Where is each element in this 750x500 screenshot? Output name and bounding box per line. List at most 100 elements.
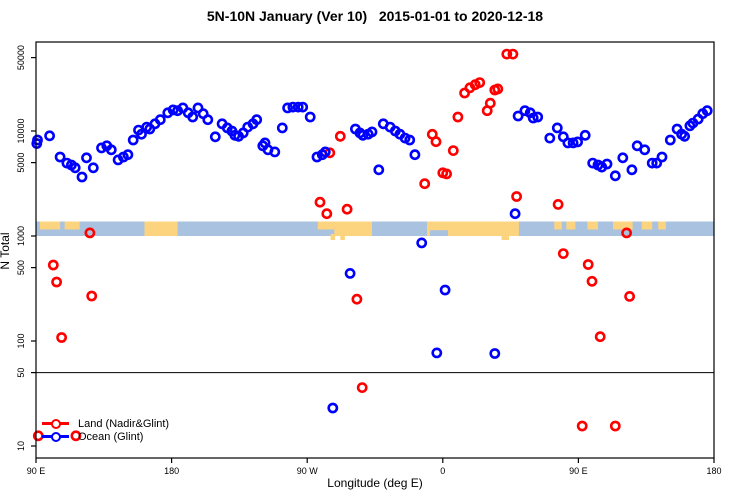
data-point <box>351 293 363 305</box>
data-point <box>276 122 288 134</box>
data-point <box>44 130 55 142</box>
data-point <box>319 146 331 158</box>
data-point <box>282 102 293 114</box>
data-point <box>32 134 43 146</box>
x-axis-title: Longitude (deg E) <box>327 476 423 490</box>
data-point <box>579 129 591 141</box>
data-point <box>617 152 629 164</box>
x-tick-label: 180 <box>706 466 721 476</box>
data-point <box>416 237 428 249</box>
data-point <box>287 101 299 113</box>
map-band-land-patch <box>144 221 178 236</box>
data-point <box>136 128 147 140</box>
data-point <box>96 142 107 154</box>
x-tick-label: 90 W <box>297 466 319 476</box>
map-band-land-patch <box>613 221 633 230</box>
data-point <box>76 171 88 183</box>
data-point <box>87 162 99 174</box>
data-point <box>202 114 214 126</box>
data-point <box>512 110 524 122</box>
map-band-land-patch <box>554 221 562 230</box>
map-band-land-drip <box>501 234 510 240</box>
data-point <box>552 198 564 210</box>
data-point <box>84 227 96 239</box>
data-point <box>69 162 81 174</box>
data-point <box>557 248 569 259</box>
plot-frame <box>35 41 715 459</box>
data-point <box>646 157 658 169</box>
y-tick-label: 1000 <box>16 226 26 246</box>
data-point <box>431 347 443 359</box>
y-axis-title: N Total <box>0 232 12 269</box>
map-band-land-drip <box>330 234 336 240</box>
x-tick-label: 90 E <box>27 466 46 476</box>
y-tick-label: 50 <box>16 368 26 378</box>
map-band-land-patch <box>426 221 519 236</box>
data-point <box>586 275 598 287</box>
data-point <box>492 83 504 95</box>
data-point <box>357 129 369 141</box>
data-point <box>511 191 522 202</box>
data-point <box>532 111 544 123</box>
map-band-ocean-notch <box>429 230 449 236</box>
data-point <box>292 101 304 113</box>
data-point <box>609 170 621 182</box>
data-point <box>562 137 574 149</box>
x-tick-label: 0 <box>440 466 445 476</box>
data-point <box>452 111 464 123</box>
data-point <box>327 402 339 414</box>
data-point <box>567 137 579 149</box>
legend-marker-icon <box>42 418 69 429</box>
legend-label: Ocean (Glint) <box>78 430 144 443</box>
data-point <box>639 144 651 156</box>
map-band-land-patch <box>658 221 666 230</box>
chart-title: 5N-10N January (Ver 10) 2015-01-01 to 20… <box>206 8 544 24</box>
data-point <box>70 430 82 442</box>
legend-ring-icon <box>50 418 61 429</box>
data-point <box>334 130 346 142</box>
data-point <box>527 112 539 124</box>
data-point <box>321 208 333 220</box>
data-point <box>314 196 326 208</box>
data-point <box>122 149 134 161</box>
data-point <box>341 203 353 215</box>
data-point <box>56 332 67 343</box>
map-band-land-drip <box>340 234 345 240</box>
map-band-land-patch <box>317 221 338 230</box>
data-point <box>127 134 139 146</box>
data-point <box>507 48 519 60</box>
data-point <box>544 132 556 144</box>
data-point <box>587 157 599 169</box>
data-point <box>624 290 635 302</box>
data-point <box>447 145 459 156</box>
data-point <box>297 101 309 113</box>
data-point <box>621 227 632 239</box>
data-point <box>269 146 281 158</box>
data-point <box>582 259 594 270</box>
map-band-land-patch <box>587 221 598 230</box>
data-point <box>192 102 204 114</box>
x-tick-label: 90 E <box>569 466 588 476</box>
y-tick-label: 100 <box>16 333 26 348</box>
data-point <box>304 111 316 123</box>
data-point <box>474 77 486 88</box>
data-point <box>311 151 323 163</box>
data-point <box>626 164 638 176</box>
data-point <box>356 382 368 393</box>
data-point <box>664 134 676 146</box>
data-point <box>484 97 496 109</box>
legend-label: Land (Nadir&Glint) <box>78 417 170 430</box>
legend-row: Ocean (Glint) <box>42 430 169 443</box>
legend-row: Land (Nadir&Glint) <box>42 417 169 430</box>
data-point <box>519 105 531 117</box>
data-point <box>430 136 442 148</box>
data-point <box>404 134 416 146</box>
data-point <box>47 259 59 271</box>
data-point <box>509 208 521 220</box>
data-point <box>154 114 166 126</box>
data-point <box>251 114 263 126</box>
map-band-ocean <box>36 221 714 236</box>
data-point <box>576 420 588 432</box>
